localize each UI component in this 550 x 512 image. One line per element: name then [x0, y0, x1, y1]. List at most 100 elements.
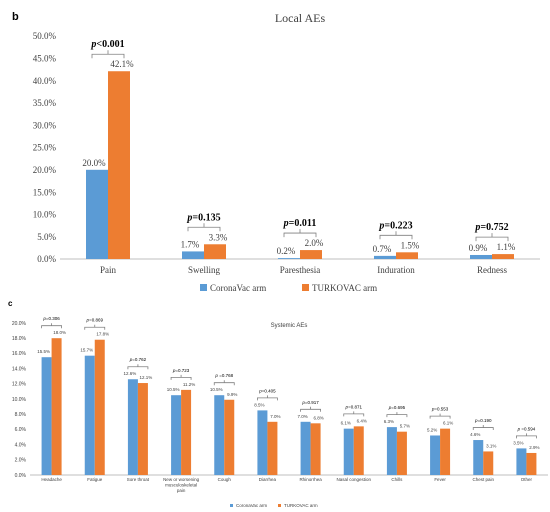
p-value-label: p =0.768 — [214, 373, 233, 378]
legend-swatch-coronavac — [230, 504, 233, 507]
y-tick-label: 0.0% — [15, 473, 27, 479]
p-symbol: p — [258, 388, 262, 393]
x-category-label: Chills — [391, 477, 403, 482]
y-tick-label: 15.0% — [33, 187, 57, 197]
p-value: =0.695 — [391, 405, 405, 410]
bar-turkovac-3 — [396, 252, 418, 259]
bar-coronavac-3 — [374, 255, 396, 259]
bar-coronavac-6 — [300, 421, 311, 475]
significance-bracket — [187, 223, 221, 232]
p-symbol: p — [283, 218, 289, 229]
y-tick-label: 4.0% — [15, 442, 27, 448]
p-value: =0.135 — [192, 212, 220, 223]
p-value: =0.768 — [218, 373, 234, 378]
data-label-turkovac: 2.0% — [305, 238, 324, 248]
y-tick-label: 10.0% — [33, 210, 57, 220]
bar-coronavac-2 — [127, 379, 138, 475]
bar-turkovac-1 — [204, 244, 226, 259]
systemic-aes-chart: Systemic AEs 0.0% 2.0% 4.0% 6.0% 8.0% 10.0% 12.… — [12, 316, 548, 508]
x-category-label: Diarrhea — [259, 477, 277, 482]
data-label-coronavac: 0.2% — [277, 246, 296, 256]
p-value: =0.871 — [348, 404, 362, 409]
bar-turkovac-7 — [353, 426, 364, 475]
p-value: =0.752 — [480, 222, 508, 233]
p-value-label: p=0.405 — [258, 388, 276, 393]
p-value: =0.405 — [262, 388, 276, 393]
y-tick-label: 2.0% — [15, 458, 27, 464]
x-category-label: New or worsening — [163, 477, 200, 482]
p-value-label: p<0.001 — [90, 39, 124, 50]
legend-label-turkovac: TURKOVAC arm — [284, 503, 318, 508]
significance-bracket — [429, 413, 451, 419]
y-tick-label: 50.0% — [33, 31, 57, 41]
p-symbol: p — [172, 368, 176, 373]
bar-turkovac-4 — [492, 254, 514, 259]
p-value-label: p=0.306 — [42, 316, 60, 321]
y-tick-label: 40.0% — [33, 76, 57, 86]
p-value: =0.223 — [384, 220, 412, 231]
data-label-turkovac: 18.0% — [53, 330, 66, 335]
local-aes-chart: Local AEs 0.0% 5.0% 10.0% 15.0% 20.0% 25.0% 30.… — [33, 11, 540, 293]
p-value: =0.190 — [478, 418, 492, 423]
data-label-turkovac: 3.1% — [486, 443, 496, 448]
panel-c-label: c — [8, 299, 13, 308]
p-symbol: p — [474, 222, 480, 233]
x-category-label: Fever — [434, 477, 446, 482]
bar-turkovac-8 — [396, 431, 407, 475]
bar-coronavac-3 — [171, 395, 182, 475]
bar-turkovac-2 — [137, 383, 148, 475]
significance-bracket — [127, 364, 149, 370]
bar-turkovac-2 — [300, 250, 322, 259]
bar-turkovac-0 — [51, 338, 62, 475]
data-label-coronavac: 7.0% — [297, 414, 307, 419]
y-tick-label: 12.0% — [12, 382, 27, 388]
p-symbol: p — [474, 418, 478, 423]
data-label-coronavac: 12.6% — [124, 371, 137, 376]
y-tick-label: 6.0% — [15, 427, 27, 433]
x-category-label: Rhinorrhea — [299, 477, 322, 482]
data-label-turkovac: 6.1% — [443, 421, 453, 426]
p-symbol: p — [42, 316, 46, 321]
p-value-label: p=0.917 — [301, 400, 319, 405]
significance-bracket — [213, 380, 235, 386]
data-label-turkovac: 17.8% — [96, 332, 109, 337]
p-value-label: p=0.135 — [186, 212, 220, 223]
bar-coronavac-7 — [343, 428, 354, 475]
legend-swatch-coronavac — [200, 284, 207, 291]
legend-label-turkovac: TURKOVAC arm — [312, 283, 377, 293]
y-tick-label: 10.0% — [12, 397, 27, 403]
data-label-turkovac: 6.8% — [313, 415, 323, 420]
data-label-coronavac: 3.5% — [513, 440, 523, 445]
x-category-label: Pain — [100, 265, 117, 275]
bar-coronavac-0 — [86, 169, 108, 259]
x-category-label: Nasal congestion — [336, 477, 371, 482]
data-label-turkovac: 3.3% — [209, 232, 228, 242]
x-category-label: Headache — [41, 477, 62, 482]
x-category-label: Paresthesia — [280, 265, 321, 275]
bar-turkovac-11 — [526, 452, 537, 475]
significance-bracket — [257, 395, 278, 401]
y-tick-label: 0.0% — [37, 254, 56, 264]
p-value: =0.594 — [520, 426, 536, 431]
bar-coronavac-10 — [473, 440, 484, 475]
data-label-coronavac: 0.7% — [373, 244, 392, 254]
x-category-label: Chest pain — [472, 477, 494, 482]
p-symbol: p — [388, 405, 392, 410]
x-category-label: pain — [177, 488, 186, 493]
p-value-label: p=0.695 — [388, 405, 406, 410]
bar-turkovac-3 — [181, 389, 192, 475]
p-value-label: p=0.553 — [431, 407, 449, 412]
significance-bracket — [283, 229, 317, 238]
bar-coronavac-4 — [214, 395, 225, 475]
significance-bracket — [343, 411, 365, 417]
data-label-coronavac: 8.5% — [254, 402, 264, 407]
p-value: <0.001 — [96, 39, 124, 50]
panel-b-label: b — [12, 11, 19, 23]
y-tick-label: 5.0% — [37, 232, 56, 242]
significance-bracket — [386, 412, 408, 418]
y-tick-label: 35.0% — [33, 98, 57, 108]
data-label-coronavac: 5.2% — [427, 427, 437, 432]
data-label-turkovac: 6.4% — [357, 418, 367, 423]
y-tick-label: 20.0% — [12, 321, 27, 327]
significance-bracket — [379, 231, 413, 240]
